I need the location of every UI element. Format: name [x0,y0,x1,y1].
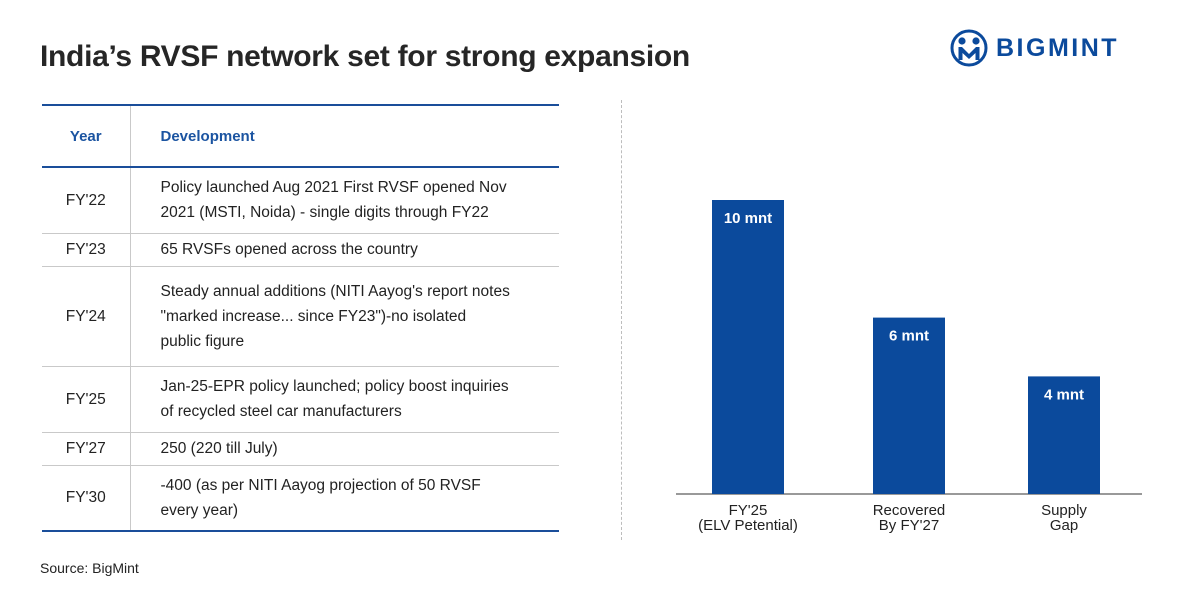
development-text-line: 250 (220 till July) [160,440,278,457]
year-cell: FY'22 [42,167,130,234]
bar-data-label: 10 mnt [724,210,772,227]
table-row: FY'24 Steady annual additions (NITI Aayog… [42,266,559,367]
development-cell: 250 (220 till July) [129,432,559,466]
development-column-header: Development [129,105,559,167]
development-table: Year Development FY'22 Policy launched Au… [42,104,559,532]
logo-text: BIGMINT [996,33,1120,62]
source-note: Source: BigMint [40,560,139,576]
year-column-header: Year [69,127,102,145]
bar [712,200,784,494]
development-cell: -400 (as per NITI Aayog projection of 50… [129,465,559,532]
bar [1028,376,1100,494]
table-header-row: Year Development [42,105,559,167]
bar [873,317,945,494]
development-text-line: every year) [160,501,239,519]
development-text-line: of recycled steel car manufacturers [160,403,402,420]
development-text-line: 65 RVSFs opened across the country [160,241,418,258]
bigmint-logo-icon [950,29,988,67]
chart-title: India’s RVSF network set for strong expa… [40,40,690,73]
year-cell: FY'27 [42,432,130,466]
divider [621,100,622,540]
x-tick-label: Recovered [873,502,946,519]
year-cell: FY'30 [42,465,130,532]
development-text-line: Jan-25-EPR policy launched; policy boost… [160,378,509,395]
development-cell: Policy launched Aug 2021 First RVSF open… [129,167,559,234]
development-text-line: public figure [160,332,245,350]
development-cell: Steady annual additions (NITI Aayog's re… [129,266,559,367]
table-row: FY'25 Jan-25-EPR policy launched; policy … [42,366,559,433]
x-tick-label: Gap [1050,517,1078,534]
bigmint-logo: BIGMINT [950,28,1119,68]
x-tick-label: FY'25 [729,502,768,519]
bar-data-label: 4 mnt [1044,386,1084,403]
development-cell: Jan-25-EPR policy launched; policy boost… [129,366,559,433]
table-row: FY'27 250 (220 till July) [42,432,559,466]
year-cell: FY'24 [42,266,130,367]
development-text-line: -400 (as per NITI Aayog projection of 50… [160,476,481,494]
bar-data-label: 6 mnt [889,328,929,345]
table-row: FY'23 65 RVSFs opened across the country [42,233,559,267]
development-text-line: Policy launched Aug 2021 First RVSF open… [160,179,507,197]
year-cell: FY'23 [42,233,130,267]
year-cell: FY'25 [42,366,130,433]
development-text-line: Steady annual additions (NITI Aayog's re… [160,282,510,300]
development-text-line: 2021 (MSTI, Noida) - single digits throu… [160,204,489,222]
bar-chart: 10 mnt FY'25(ELV Petential) 6 mnt Recovered… [676,200,1142,534]
x-tick-label: By FY'27 [879,517,939,534]
development-cell: 65 RVSFs opened across the country [129,233,559,267]
table-row: FY'22 Policy launched Aug 2021 First RVSF… [42,167,559,234]
table-row: FY'30 -400 (as per NITI Aayog projection … [42,465,559,532]
development-text-line: "marked increase... since FY23")-no isol… [160,307,467,325]
x-tick-label: Supply [1041,502,1087,519]
x-tick-label: (ELV Petential) [698,517,798,534]
